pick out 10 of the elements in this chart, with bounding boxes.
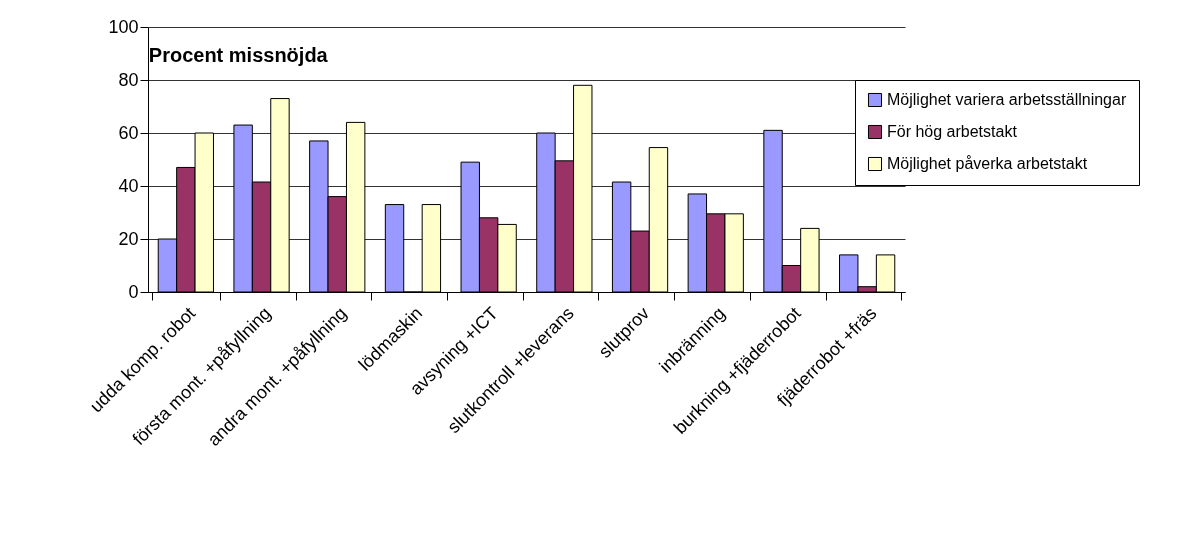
legend-label: Möjlighet påverka arbetstakt bbox=[887, 155, 1088, 172]
y-tick-label: 0 bbox=[128, 281, 139, 302]
text: Procent missnöjda bbox=[148, 44, 329, 66]
y-tick-label: 80 bbox=[118, 69, 139, 90]
legend-label: För hög arbetstakt bbox=[887, 123, 1018, 140]
y-tick-label: 40 bbox=[118, 175, 139, 196]
y-tick-label: 100 bbox=[108, 16, 139, 37]
y-tick-label: 60 bbox=[118, 122, 139, 143]
legend-label: Möjlighet variera arbetsställningar bbox=[887, 91, 1127, 108]
y-tick-label: 20 bbox=[118, 228, 139, 249]
